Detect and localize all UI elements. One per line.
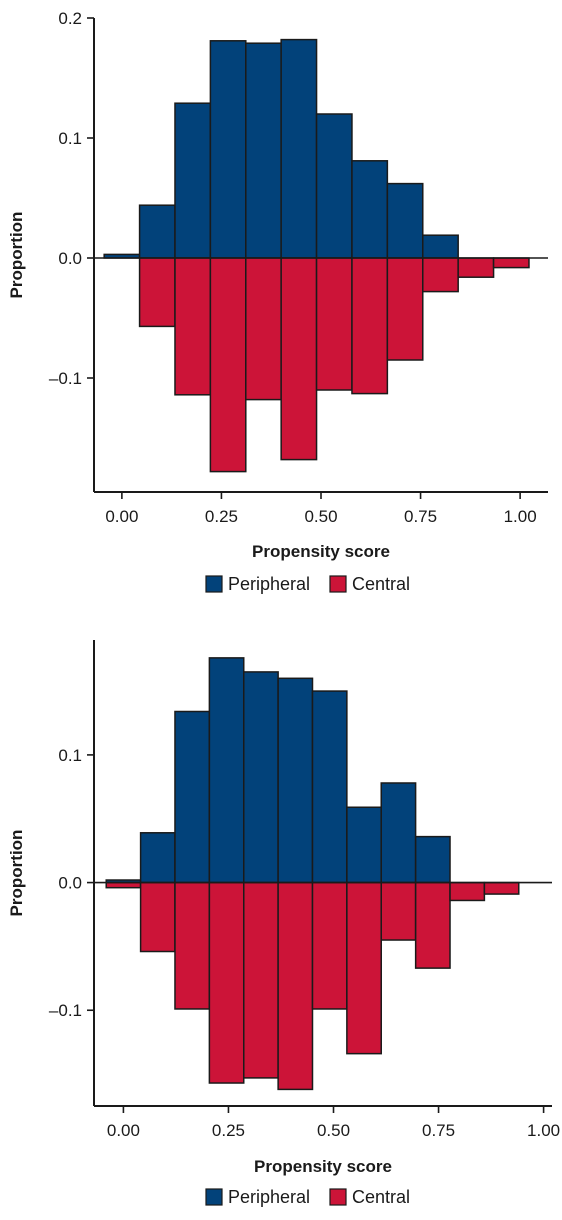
y-tick-label: 0.1 — [58, 746, 82, 765]
x-tick-label: 1.00 — [504, 507, 537, 526]
x-tick-label: 0.75 — [404, 507, 437, 526]
x-tick-label: 1.00 — [527, 1121, 560, 1140]
x-tick-label: 0.75 — [422, 1121, 455, 1140]
central-bar — [422, 257, 459, 293]
peripheral-bar — [280, 38, 318, 259]
peripheral-bar — [311, 690, 348, 884]
x-tick-label: 0.00 — [107, 1121, 140, 1140]
central-bar — [449, 881, 486, 902]
central-bar — [457, 257, 495, 278]
central-bar — [483, 881, 520, 895]
central-bar — [315, 257, 353, 391]
y-tick-label: 0.2 — [58, 9, 82, 28]
x-tick-label: 0.25 — [212, 1121, 245, 1140]
central-bar — [492, 257, 530, 269]
central-bar — [346, 881, 382, 1055]
central-bar — [280, 257, 318, 461]
legend-swatch-central — [329, 575, 347, 593]
central-bar — [380, 881, 417, 941]
legend-swatch-peripheral — [205, 575, 223, 593]
central-bar — [277, 881, 314, 1091]
peripheral-bar — [277, 677, 314, 884]
y-tick-label: 0.0 — [58, 249, 82, 268]
legend-label-peripheral: Peripheral — [228, 1187, 310, 1207]
peripheral-bar — [138, 204, 176, 259]
legend-label-peripheral: Peripheral — [228, 574, 310, 594]
legend-swatch-peripheral — [205, 1188, 223, 1206]
peripheral-bar — [422, 234, 459, 259]
peripheral-bar — [380, 782, 417, 884]
y-axis-title: Proportion — [7, 830, 26, 917]
chart-top: –0.1 0.0 0.1 0.2 0.00 0.25 0.50 0.75 1.00 Propens… — [7, 9, 548, 594]
x-tick-label: 0.50 — [317, 1121, 350, 1140]
peripheral-bar — [245, 42, 282, 259]
y-tick-label: –0.1 — [49, 1001, 82, 1020]
central-bar — [208, 881, 245, 1084]
peripheral-bar — [386, 182, 424, 259]
legend-label-central: Central — [352, 574, 410, 594]
peripheral-bar — [139, 832, 176, 884]
peripheral-bar — [208, 657, 245, 884]
peripheral-bar — [209, 40, 247, 259]
y-tick-label: 0.1 — [58, 129, 82, 148]
central-bar — [245, 257, 282, 401]
x-tick-label: 0.25 — [205, 507, 238, 526]
central-bar — [174, 257, 212, 396]
peripheral-bar — [414, 835, 451, 884]
central-bar — [209, 257, 247, 473]
central-bar — [311, 881, 348, 1010]
x-axis-title: Propensity score — [252, 542, 390, 561]
peripheral-bar — [351, 160, 389, 259]
central-bar — [139, 881, 176, 953]
x-axis-title: Propensity score — [254, 1157, 392, 1176]
legend: Peripheral Central — [205, 574, 410, 594]
central-bar — [243, 881, 279, 1079]
legend-swatch-central — [329, 1188, 347, 1206]
x-tick-label: 0.50 — [304, 507, 337, 526]
central-bar — [386, 257, 424, 361]
peripheral-bar — [174, 710, 211, 884]
central-bar — [414, 881, 451, 969]
y-tick-label: 0.0 — [58, 874, 82, 893]
central-bar — [174, 881, 211, 1010]
legend-label-central: Central — [352, 1187, 410, 1207]
central-bar — [351, 257, 389, 395]
y-axis-title: Proportion — [7, 212, 26, 299]
x-tick-label: 0.00 — [105, 507, 138, 526]
peripheral-bar — [315, 113, 353, 259]
peripheral-bar — [174, 102, 212, 259]
central-bar — [138, 257, 176, 328]
peripheral-bar — [346, 806, 382, 884]
chart-bottom: –0.1 0.0 0.1 0.00 0.25 0.50 0.75 1.00 Propensity… — [7, 640, 560, 1207]
legend: Peripheral Central — [205, 1187, 410, 1207]
peripheral-bar — [243, 671, 279, 884]
y-tick-label: –0.1 — [49, 369, 82, 388]
